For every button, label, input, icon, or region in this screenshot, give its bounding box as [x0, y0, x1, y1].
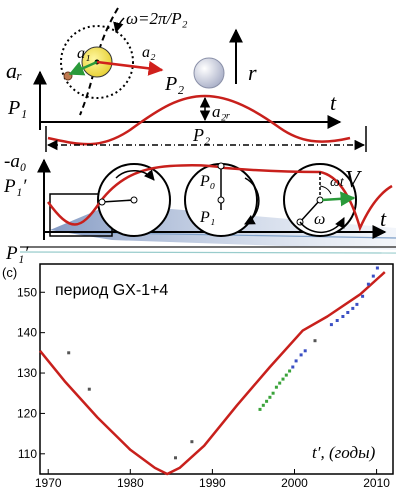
- data-point: [284, 373, 288, 377]
- data-point: [371, 274, 375, 278]
- x-tick-label: 2000: [281, 476, 308, 488]
- data-point: [261, 403, 265, 407]
- x-tick-label: 1990: [199, 476, 226, 488]
- plot-frame: [39, 263, 394, 475]
- data-point: [271, 391, 275, 395]
- a2-vector: [96, 60, 164, 76]
- data-point: [87, 387, 91, 391]
- label-p0-wheel: P₀: [199, 173, 215, 190]
- label-t-mid: t: [380, 206, 387, 231]
- x-ticks: 1970 1980 1990 2000 2010: [35, 469, 390, 488]
- wheel1-rotation-arrow: [115, 169, 155, 181]
- a1-vector: [68, 60, 98, 76]
- x-tick-label: 2010: [363, 476, 390, 488]
- plot-title: период GX-1+4: [55, 282, 168, 299]
- label-p2-period: P₂: [192, 125, 210, 145]
- y-tick-label: 110: [18, 447, 37, 461]
- label-p1-wheel: P₁: [199, 209, 215, 226]
- data-point: [361, 294, 365, 298]
- y-ticks: 110 120 130 140 150: [17, 285, 45, 461]
- data-point: [299, 353, 303, 357]
- points-layer: [67, 266, 379, 460]
- data-point: [351, 306, 355, 310]
- orbit-circle: [60, 25, 134, 99]
- label-t-top: t: [330, 90, 337, 115]
- y-tick-label: 130: [17, 366, 37, 380]
- y-tick-label: 120: [17, 406, 37, 420]
- data-point: [313, 339, 317, 343]
- wheel2-center: [217, 196, 225, 204]
- star-p2: [193, 57, 225, 89]
- baseline-p1prime-2: [19, 251, 396, 254]
- x-tick-label: 1970: [35, 476, 62, 488]
- wheel3-rotation-arrow: [299, 217, 345, 234]
- label-p2-star: P₂: [164, 73, 184, 95]
- data-point: [281, 377, 285, 381]
- label-omega: ω: [314, 211, 325, 228]
- omega-formula: ω=2π/P₂: [126, 9, 188, 28]
- label-p1prime-b: P₁′: [5, 243, 29, 264]
- label-p1-top: P₁: [7, 97, 27, 119]
- label-a2r: a₂ᵣ: [212, 102, 231, 121]
- wheel1-center: [130, 196, 138, 204]
- orbit-diagram: ω=2π/P₂ a₁ a₂ P₂ r: [60, 7, 257, 116]
- data-point: [268, 395, 272, 399]
- label-minus-a0: -a₀: [4, 151, 26, 172]
- x-tick-label: 1980: [117, 476, 144, 488]
- data-point: [190, 440, 194, 444]
- label-r: r: [248, 60, 257, 85]
- data-point: [335, 319, 339, 322]
- data-point: [265, 399, 269, 403]
- wheel1-spoke: [101, 199, 135, 203]
- label-omega-t: ωt: [330, 175, 345, 190]
- label-a1: a₁: [77, 45, 91, 62]
- data-point: [329, 323, 333, 327]
- data-point: [174, 456, 177, 460]
- data-point: [366, 282, 370, 286]
- data-point: [375, 266, 379, 270]
- data-point: [346, 311, 350, 314]
- series-line-0: [39, 271, 386, 476]
- y-tick-label: 140: [17, 326, 37, 340]
- wheel2-rotation-arrow: [244, 177, 260, 225]
- series-layer: [39, 271, 386, 476]
- label-a2: a₂: [142, 44, 156, 61]
- label-p1prime-a: P₁′: [3, 176, 27, 197]
- plot-panel: (c) период GX-1+4 t′, (годы) 1970 1980 199…: [2, 263, 394, 488]
- data-point: [278, 381, 282, 385]
- data-point: [288, 369, 292, 373]
- velocity-arrow: [321, 191, 356, 207]
- wheel3-spoke: [299, 199, 321, 223]
- omega-t-arc: [319, 185, 332, 195]
- data-point: [67, 351, 71, 355]
- omega-arrow: [113, 17, 125, 34]
- data-point: [291, 365, 295, 369]
- panel-label-c: (c): [2, 265, 17, 280]
- wheel2-top-point: [217, 162, 225, 170]
- data-point: [274, 385, 278, 389]
- plot-xlabel: t′, (годы): [312, 443, 376, 462]
- data-point: [341, 315, 345, 318]
- wheels-panel: -a₀ P₁′ P₁′ t P₀ P₁ V ωt ω: [3, 151, 396, 264]
- wheel1-rim-point: [98, 198, 106, 206]
- data-point: [355, 302, 359, 306]
- y-tick-label: 150: [17, 285, 37, 299]
- data-point: [258, 407, 262, 411]
- label-ar: aᵣ: [6, 58, 22, 83]
- acceleration-panel: aᵣ P₁ t a₂ᵣ P₂: [6, 58, 367, 152]
- label-v: V: [345, 167, 362, 193]
- data-point: [294, 359, 298, 363]
- data-point: [303, 349, 307, 353]
